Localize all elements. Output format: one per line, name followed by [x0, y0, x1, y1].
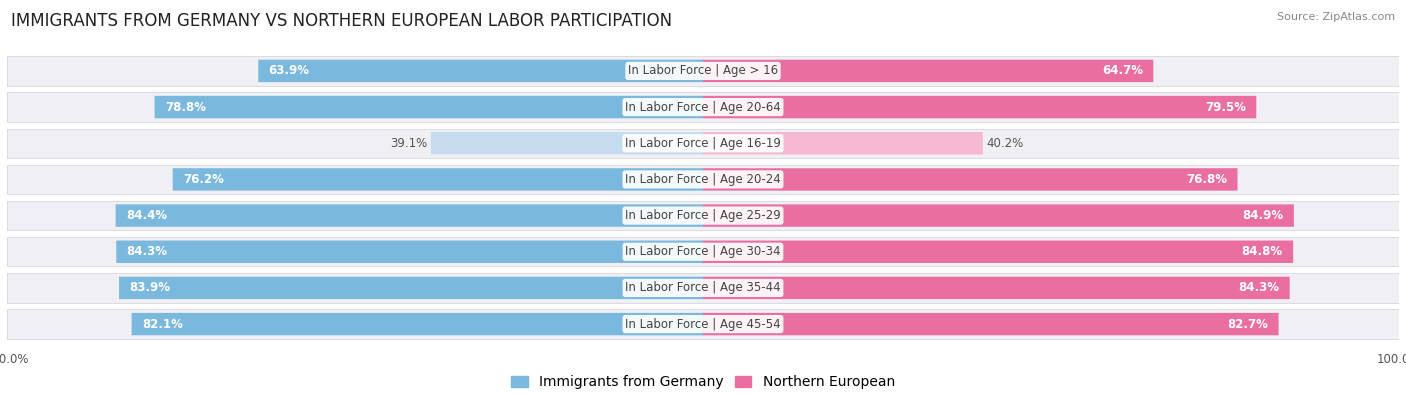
Text: In Labor Force | Age 45-54: In Labor Force | Age 45-54	[626, 318, 780, 331]
Legend: Immigrants from Germany, Northern European: Immigrants from Germany, Northern Europe…	[506, 370, 900, 395]
Text: 84.8%: 84.8%	[1241, 245, 1282, 258]
FancyBboxPatch shape	[703, 168, 1237, 191]
FancyBboxPatch shape	[173, 168, 703, 191]
Text: 82.7%: 82.7%	[1227, 318, 1268, 331]
Text: IMMIGRANTS FROM GERMANY VS NORTHERN EUROPEAN LABOR PARTICIPATION: IMMIGRANTS FROM GERMANY VS NORTHERN EURO…	[11, 12, 672, 30]
FancyBboxPatch shape	[259, 60, 703, 82]
Text: Source: ZipAtlas.com: Source: ZipAtlas.com	[1277, 12, 1395, 22]
Text: 76.8%: 76.8%	[1187, 173, 1227, 186]
Text: 84.3%: 84.3%	[127, 245, 167, 258]
Bar	[7, 273, 1399, 303]
Text: 83.9%: 83.9%	[129, 281, 170, 294]
Bar	[7, 237, 1399, 266]
Text: 76.2%: 76.2%	[183, 173, 224, 186]
Text: 39.1%: 39.1%	[389, 137, 427, 150]
FancyBboxPatch shape	[120, 277, 703, 299]
FancyBboxPatch shape	[703, 277, 1289, 299]
FancyBboxPatch shape	[115, 204, 703, 227]
Text: In Labor Force | Age 25-29: In Labor Force | Age 25-29	[626, 209, 780, 222]
Text: 84.9%: 84.9%	[1243, 209, 1284, 222]
Text: 78.8%: 78.8%	[165, 101, 207, 114]
Text: In Labor Force | Age 16-19: In Labor Force | Age 16-19	[626, 137, 780, 150]
Bar	[7, 309, 1399, 339]
FancyBboxPatch shape	[703, 60, 1153, 82]
FancyBboxPatch shape	[703, 96, 1257, 118]
Bar	[7, 129, 1399, 158]
FancyBboxPatch shape	[703, 204, 1294, 227]
Text: In Labor Force | Age 20-64: In Labor Force | Age 20-64	[626, 101, 780, 114]
FancyBboxPatch shape	[703, 132, 983, 154]
Text: 40.2%: 40.2%	[986, 137, 1024, 150]
FancyBboxPatch shape	[132, 313, 703, 335]
Text: In Labor Force | Age 30-34: In Labor Force | Age 30-34	[626, 245, 780, 258]
Text: 82.1%: 82.1%	[142, 318, 183, 331]
FancyBboxPatch shape	[703, 313, 1278, 335]
Text: 84.4%: 84.4%	[127, 209, 167, 222]
Bar	[7, 201, 1399, 230]
FancyBboxPatch shape	[703, 241, 1294, 263]
FancyBboxPatch shape	[430, 132, 703, 154]
Bar	[7, 165, 1399, 194]
Text: 79.5%: 79.5%	[1205, 101, 1246, 114]
Text: In Labor Force | Age > 16: In Labor Force | Age > 16	[628, 64, 778, 77]
Text: In Labor Force | Age 20-24: In Labor Force | Age 20-24	[626, 173, 780, 186]
Bar	[7, 92, 1399, 122]
Bar	[7, 56, 1399, 86]
Text: 84.3%: 84.3%	[1239, 281, 1279, 294]
FancyBboxPatch shape	[117, 241, 703, 263]
Text: In Labor Force | Age 35-44: In Labor Force | Age 35-44	[626, 281, 780, 294]
FancyBboxPatch shape	[155, 96, 703, 118]
Text: 63.9%: 63.9%	[269, 64, 309, 77]
Text: 64.7%: 64.7%	[1102, 64, 1143, 77]
